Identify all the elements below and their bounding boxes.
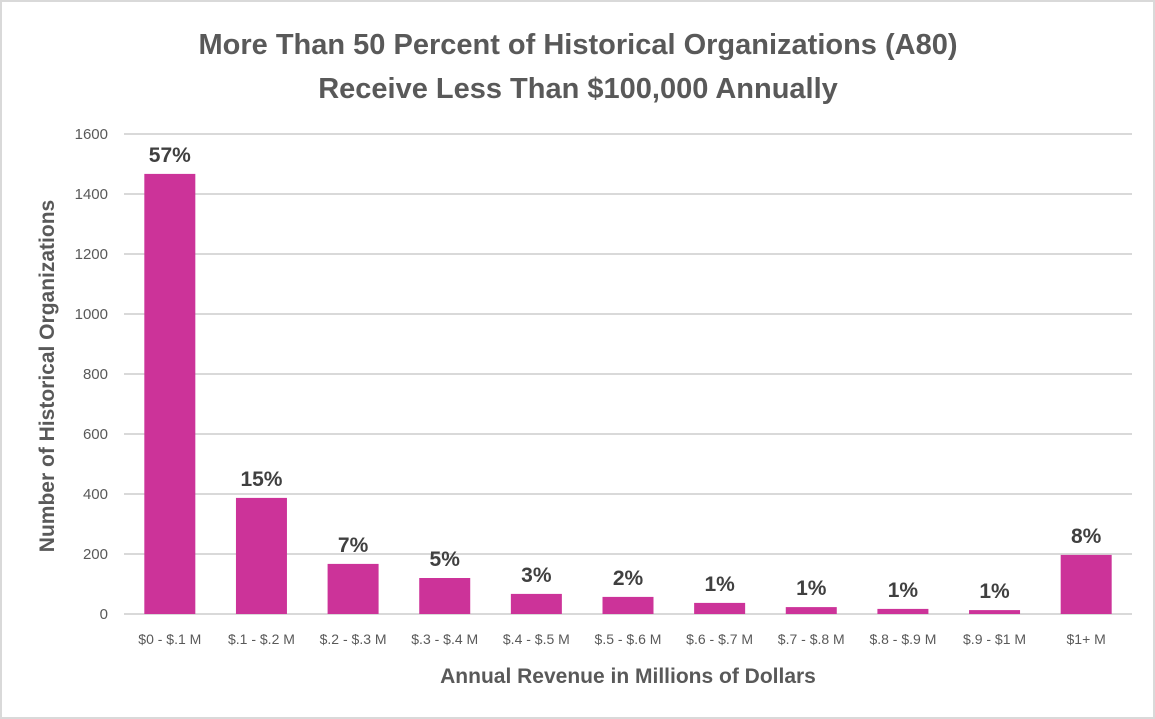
x-tick-label: $.8 - $.9 M — [869, 631, 936, 647]
y-tick-label: 800 — [83, 366, 108, 383]
bar-8 — [877, 608, 929, 614]
x-axis-label: Annual Revenue in Millions of Dollars — [440, 665, 816, 688]
gridlines — [124, 133, 1132, 615]
data-label: 3% — [521, 564, 552, 587]
y-tick-label: 400 — [83, 486, 108, 503]
x-tick-label: $.1 - $.2 M — [228, 631, 295, 647]
y-tick-label: 600 — [83, 426, 108, 443]
x-tick-label: $.6 - $.7 M — [686, 631, 753, 647]
chart-title-line-1: More Than 50 Percent of Historical Organ… — [199, 29, 958, 61]
bar-2 — [327, 563, 379, 614]
x-tick-label: $1+ M — [1067, 631, 1106, 647]
data-label: 7% — [338, 534, 369, 557]
x-tick-label: $.3 - $.4 M — [411, 631, 478, 647]
y-axis-label: Number of Historical Organizations — [36, 200, 59, 552]
bar-7 — [785, 607, 837, 614]
chart-title: More Than 50 Percent of Historical Organ… — [199, 29, 958, 105]
bar-4 — [510, 593, 562, 614]
y-tick-label: 200 — [83, 546, 108, 563]
x-tick-label: $.9 - $1 M — [963, 631, 1026, 647]
y-tick-label: 1600 — [75, 126, 108, 143]
data-label: 8% — [1071, 525, 1102, 548]
chart-title-line-2: Receive Less Than $100,000 Annually — [318, 73, 838, 105]
data-label: 57% — [149, 144, 191, 167]
x-tick-label: $.5 - $.6 M — [595, 631, 662, 647]
bar-6 — [694, 602, 746, 614]
bar-3 — [419, 578, 471, 614]
bar-0 — [144, 173, 196, 614]
data-label: 2% — [613, 567, 644, 590]
x-tick-label: $.4 - $.5 M — [503, 631, 570, 647]
data-label: 1% — [796, 577, 827, 600]
bar-10 — [1060, 554, 1112, 614]
bar-5 — [602, 596, 654, 614]
y-tick-label: 0 — [100, 606, 108, 623]
bars — [144, 173, 1112, 614]
bar-1 — [235, 497, 287, 614]
bar-9 — [969, 610, 1021, 614]
data-label: 1% — [704, 573, 735, 596]
data-label: 1% — [979, 580, 1010, 603]
x-axis-ticks: $0 - $.1 M $.1 - $.2 M $.2 - $.3 M $.3 - $.… — [138, 631, 1106, 647]
data-labels: 57% 15% 7% 5% 3% 2% 1% 1% 1% 1% 8% — [149, 144, 1102, 603]
data-label: 15% — [240, 468, 282, 491]
data-label: 1% — [888, 579, 919, 602]
x-tick-label: $.2 - $.3 M — [320, 631, 387, 647]
y-tick-label: 1400 — [75, 186, 108, 203]
y-tick-label: 1000 — [75, 306, 108, 323]
x-tick-label: $.7 - $.8 M — [778, 631, 845, 647]
data-label: 5% — [430, 548, 461, 571]
y-axis-ticks: 0 200 400 600 800 1000 1200 1400 1600 — [75, 126, 108, 623]
y-tick-label: 1200 — [75, 246, 108, 263]
x-tick-label: $0 - $.1 M — [138, 631, 201, 647]
